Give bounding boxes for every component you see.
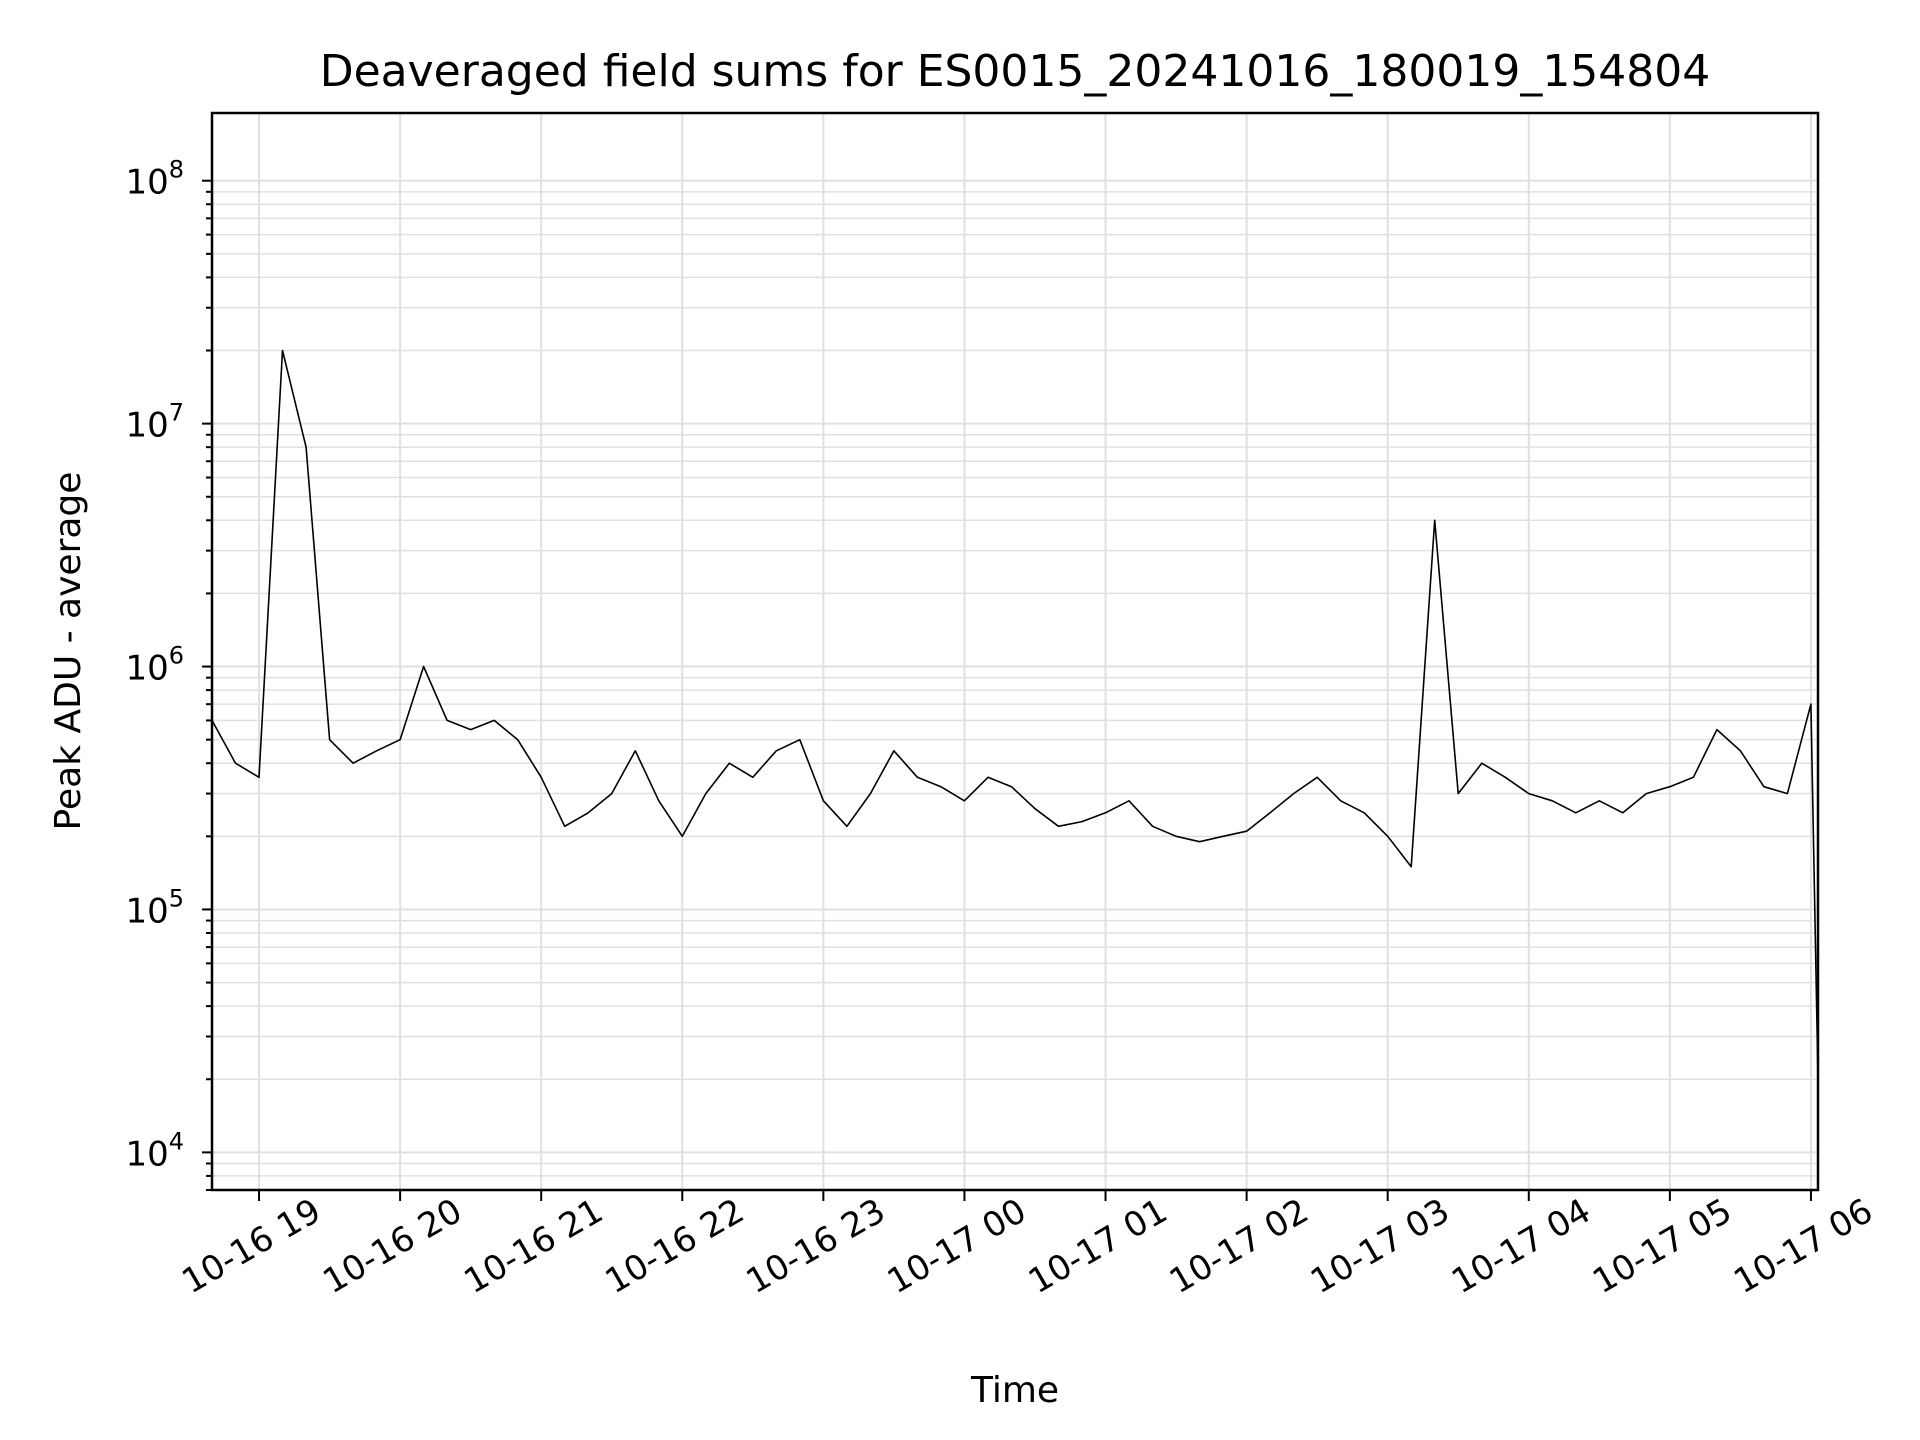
x-tick-label: 10-16 19 xyxy=(175,1191,327,1302)
y-tick-label: 106 xyxy=(125,642,184,689)
x-tick-label: 10-17 01 xyxy=(1022,1191,1174,1302)
x-axis-label: Time xyxy=(970,1370,1059,1411)
y-tick-exponent: 5 xyxy=(169,884,184,912)
x-tick-label: 10-17 04 xyxy=(1445,1191,1597,1302)
y-tick-label: 105 xyxy=(125,884,184,931)
x-tick-label: 10-16 22 xyxy=(599,1191,751,1302)
y-tick-base: 10 xyxy=(125,406,168,446)
y-tick-exponent: 8 xyxy=(169,156,184,184)
series-line xyxy=(211,349,1819,1080)
plot-frame xyxy=(210,111,1820,1192)
x-tick-label: 10-16 21 xyxy=(457,1191,609,1302)
y-tick-base: 10 xyxy=(125,891,168,931)
x-tick-label: 10-16 23 xyxy=(740,1191,892,1302)
y-tick-base: 10 xyxy=(125,649,168,689)
y-tick-label: 108 xyxy=(125,156,184,203)
y-tick-exponent: 6 xyxy=(169,642,184,670)
y-tick-base: 10 xyxy=(125,1134,168,1174)
series-layer xyxy=(211,349,1819,1080)
chart-title: Deaveraged field sums for ES0015_2024101… xyxy=(320,46,1711,97)
x-tick-label: 10-17 03 xyxy=(1304,1191,1456,1302)
x-tick-label: 10-16 20 xyxy=(316,1191,468,1302)
y-axis-label: Peak ADU - average xyxy=(48,472,89,831)
x-tick-label: 10-17 06 xyxy=(1727,1191,1879,1302)
x-tick-label: 10-17 00 xyxy=(881,1191,1033,1302)
y-tick-exponent: 7 xyxy=(169,399,184,427)
grid-layer xyxy=(212,113,1818,1191)
y-tick-label: 104 xyxy=(125,1127,184,1174)
y-tick-label: 107 xyxy=(125,399,184,446)
y-tick-exponent: 4 xyxy=(169,1127,184,1155)
y-tick-base: 10 xyxy=(125,163,168,203)
x-tick-label: 10-17 05 xyxy=(1586,1191,1738,1302)
x-tick-label: 10-17 02 xyxy=(1163,1191,1315,1302)
